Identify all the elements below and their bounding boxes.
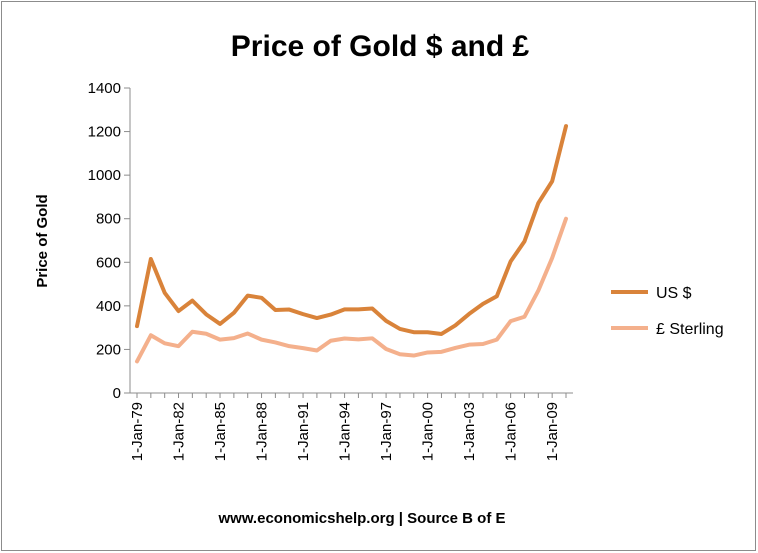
x-axis-ticks: 1-Jan-79 1-Jan-82 1-Jan-85 1-Jan-88 1-Jan-91… [129,393,567,461]
legend: US $ £ Sterling [611,285,724,338]
x-tick-label: 1-Jan-94 [337,402,354,461]
x-tick-label: 1-Jan-03 [461,402,478,461]
y-tick-label: 1400 [88,80,121,97]
x-tick-label: 1-Jan-91 [295,402,312,461]
x-tick-label: 1-Jan-00 [420,402,437,461]
y-tick-label: 1000 [88,167,121,184]
x-tick-label: 1-Jan-09 [544,402,561,461]
legend-label-sterling: £ Sterling [656,321,724,338]
y-tick-label: 800 [96,211,121,228]
series-line-sterling [135,216,568,364]
x-axis-label: www.economicshelp.org | Source B of E [217,510,505,527]
y-tick-label: 400 [96,298,121,315]
y-tick-label: 600 [96,254,121,271]
x-tick-label: 1-Jan-97 [378,402,395,461]
x-tick-label: 1-Jan-82 [171,402,188,461]
y-tick-label: 1200 [88,124,121,141]
y-axis-ticks: 0 200 400 600 800 1000 1200 1400 [88,80,130,402]
x-tick-label: 1-Jan-88 [254,402,271,461]
legend-label-us-dollar: US $ [656,285,692,302]
y-axis-label: Price of Gold [34,194,51,287]
x-tick-label: 1-Jan-06 [503,402,520,461]
x-tick-label: 1-Jan-79 [129,402,146,461]
y-tick-label: 200 [96,341,121,358]
y-tick-label: 0 [113,385,121,402]
series-line-us-dollar [135,124,568,336]
x-tick-label: 1-Jan-85 [212,402,229,461]
chart-title: Price of Gold $ and £ [231,30,530,63]
series-lines [135,124,568,364]
